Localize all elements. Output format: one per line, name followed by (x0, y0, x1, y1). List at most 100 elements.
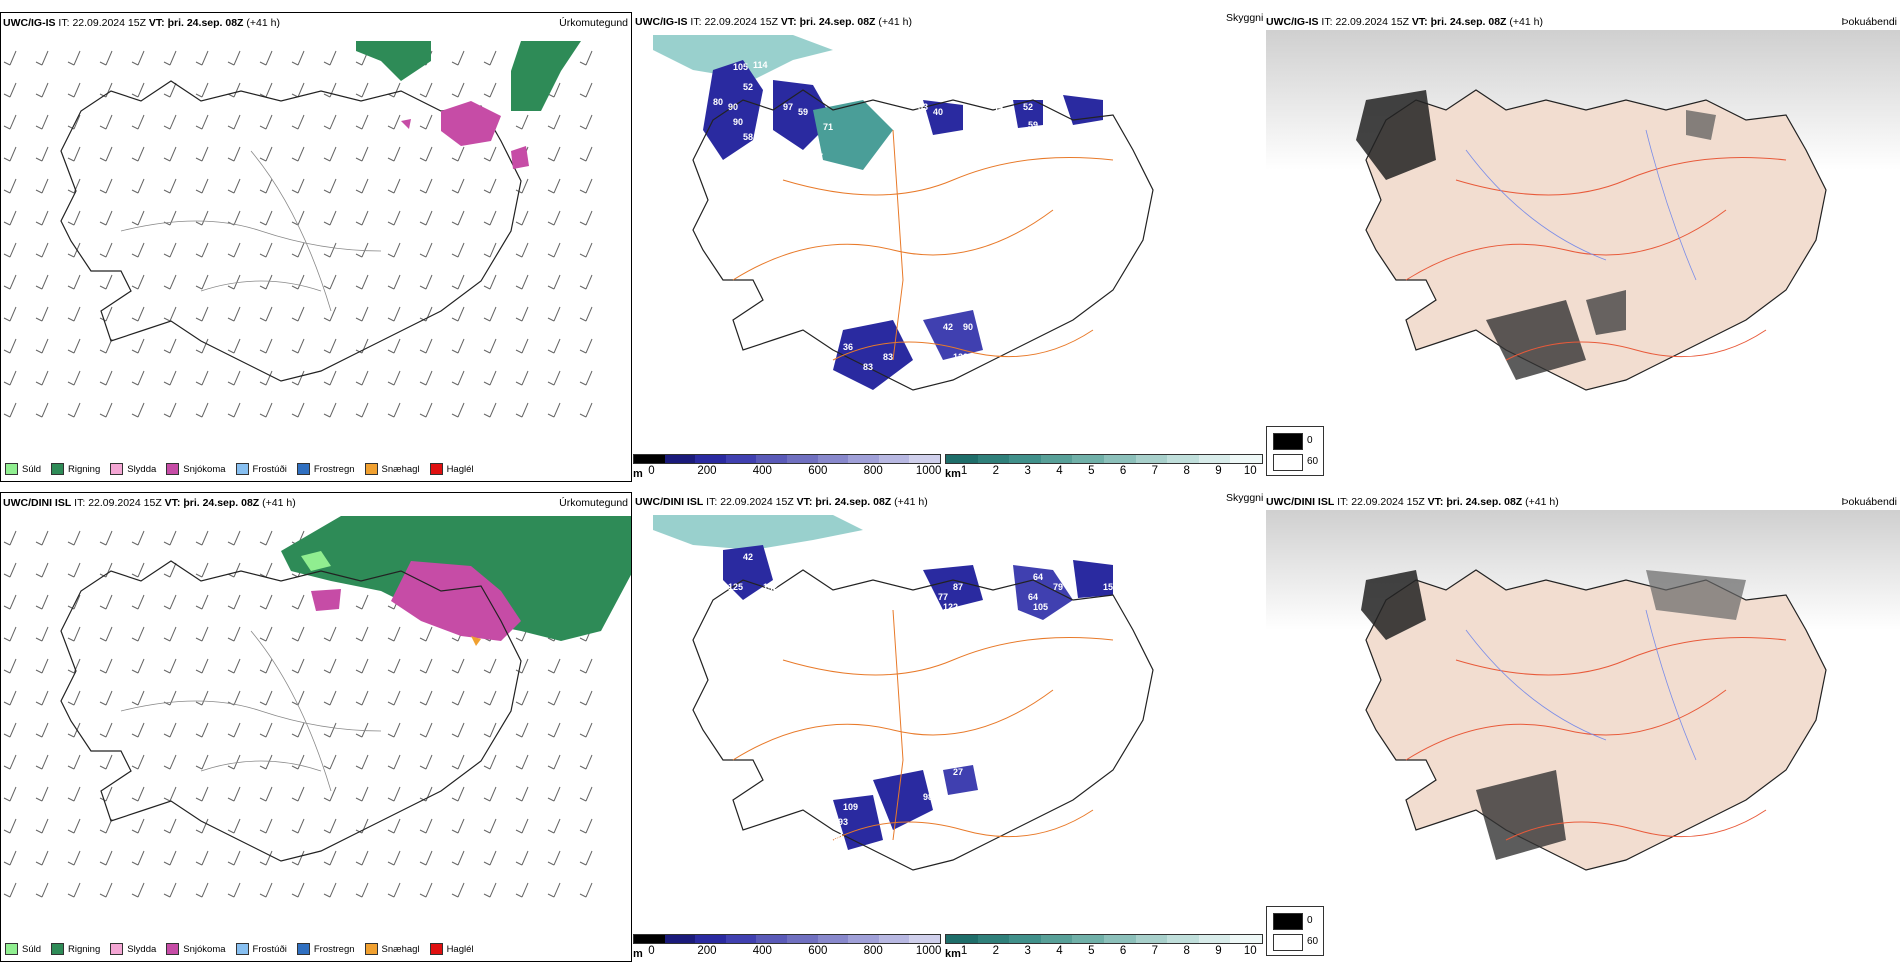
colorbar-tick: 8 (1183, 465, 1190, 477)
legend-swatch (429, 943, 443, 955)
wind-barb (579, 818, 593, 834)
wind-barb (195, 658, 209, 674)
legend-label: Slydda (127, 943, 157, 955)
wind-barb (419, 338, 433, 354)
panel-title: UWC/IG-IS IT: 22.09.2024 15Z VT: þri. 24… (1266, 16, 1543, 28)
wind-barb (323, 850, 337, 866)
wind-barb (131, 818, 145, 834)
wind-barb (355, 402, 369, 418)
wind-barb (3, 370, 17, 386)
wind-barb (259, 146, 273, 162)
colorbar-segment (664, 455, 696, 463)
wind-barb (483, 338, 497, 354)
cloudbase-visibility-panel: UWC/IG-IS IT: 22.09.2024 15Z VT: þri. 24… (633, 12, 1265, 482)
wind-barb (547, 818, 561, 834)
wind-barb (579, 114, 593, 130)
wind-barb (355, 658, 369, 674)
legend-swatch (296, 943, 310, 955)
wind-barb (547, 882, 561, 898)
wind-barb (547, 754, 561, 770)
wind-barb (35, 306, 49, 322)
precip-legend-item: Slydda (110, 463, 156, 475)
wind-barb (259, 306, 273, 322)
wind-barb (547, 786, 561, 802)
precip-legend-item: Frostregn (296, 943, 355, 955)
wind-barb (515, 786, 529, 802)
value-label: 105 (1033, 602, 1048, 612)
panel-field-name: Úrkomutegund (559, 17, 628, 29)
colorbar-segment (1230, 455, 1262, 463)
wind-barb (419, 626, 433, 642)
precip-legend-item: Slydda (110, 943, 156, 955)
colorbar-tick: 800 (863, 465, 883, 477)
wind-barb (387, 722, 401, 738)
wind-barb (35, 210, 49, 226)
wind-barb (35, 146, 49, 162)
colorbar-segment (1009, 455, 1041, 463)
colorbar-tick: 2 (992, 465, 1000, 477)
wind-barb (3, 210, 17, 226)
colorbar-tick: 6 (1119, 945, 1127, 957)
wind-barb (387, 882, 401, 898)
value-label: 59 (798, 107, 808, 117)
wind-barb (67, 402, 81, 418)
wind-barb (291, 114, 305, 130)
wind-barb (483, 818, 497, 834)
colorbar-tick: 400 (752, 465, 772, 477)
wind-barb (355, 82, 369, 98)
value-label: 40 (923, 352, 933, 362)
colorbar-segment (786, 935, 818, 943)
wind-barb (291, 370, 305, 386)
wind-barb (515, 114, 529, 130)
panel-field-name: Úrkomutegund (559, 497, 628, 509)
value-label: 83 (863, 362, 873, 372)
wind-barb (67, 754, 81, 770)
wind-barb (579, 850, 593, 866)
wind-barb (419, 722, 433, 738)
wind-barb (547, 114, 561, 130)
wind-barb (227, 594, 241, 610)
wind-barb (483, 50, 497, 66)
wind-barb (387, 146, 401, 162)
wind-barb (515, 754, 529, 770)
wind-barb (579, 882, 593, 898)
wind-barb (67, 882, 81, 898)
wind-barb (323, 754, 337, 770)
colorbar-tick: 600 (808, 465, 828, 477)
precip-type-panel: UWC/DINI ISL IT: 22.09.2024 15Z VT: þri.… (0, 492, 632, 962)
colorbar-tick: 4 (1056, 465, 1063, 477)
wind-barb (387, 850, 401, 866)
panel-title: UWC/IG-IS IT: 22.09.2024 15Z VT: þri. 24… (635, 16, 912, 28)
wind-barb (3, 722, 17, 738)
wind-barb (67, 82, 81, 98)
wind-barb (3, 626, 17, 642)
wind-barb (131, 882, 145, 898)
wind-barb (131, 658, 145, 674)
wind-barb (163, 562, 177, 578)
wind-barb (355, 722, 369, 738)
value-label: 40 (933, 107, 943, 117)
wind-barb (387, 306, 401, 322)
wind-barb (387, 818, 401, 834)
wind-barb (195, 306, 209, 322)
wind-barb (291, 690, 305, 706)
wind-barb (99, 242, 113, 258)
colorbar-segment (1135, 455, 1168, 463)
wind-barb (355, 370, 369, 386)
wind-barb (547, 850, 561, 866)
wind-barb (259, 82, 273, 98)
colorbar-segment (1198, 455, 1231, 463)
wind-barb (483, 754, 497, 770)
wind-barb (227, 850, 241, 866)
fog-legend: 0 60 (1266, 906, 1324, 956)
wind-barb (419, 210, 433, 226)
wind-barb (259, 50, 273, 66)
value-label: 83 (883, 352, 893, 362)
wind-barb (163, 786, 177, 802)
precip-legend-item: Rigning (51, 943, 100, 955)
wind-barb (387, 658, 401, 674)
colorbar-tick: 0 (648, 465, 655, 477)
wind-barb (35, 402, 49, 418)
precip-legend-item: Frostúði (235, 943, 287, 955)
colorbar-tick: 1 (960, 465, 968, 477)
